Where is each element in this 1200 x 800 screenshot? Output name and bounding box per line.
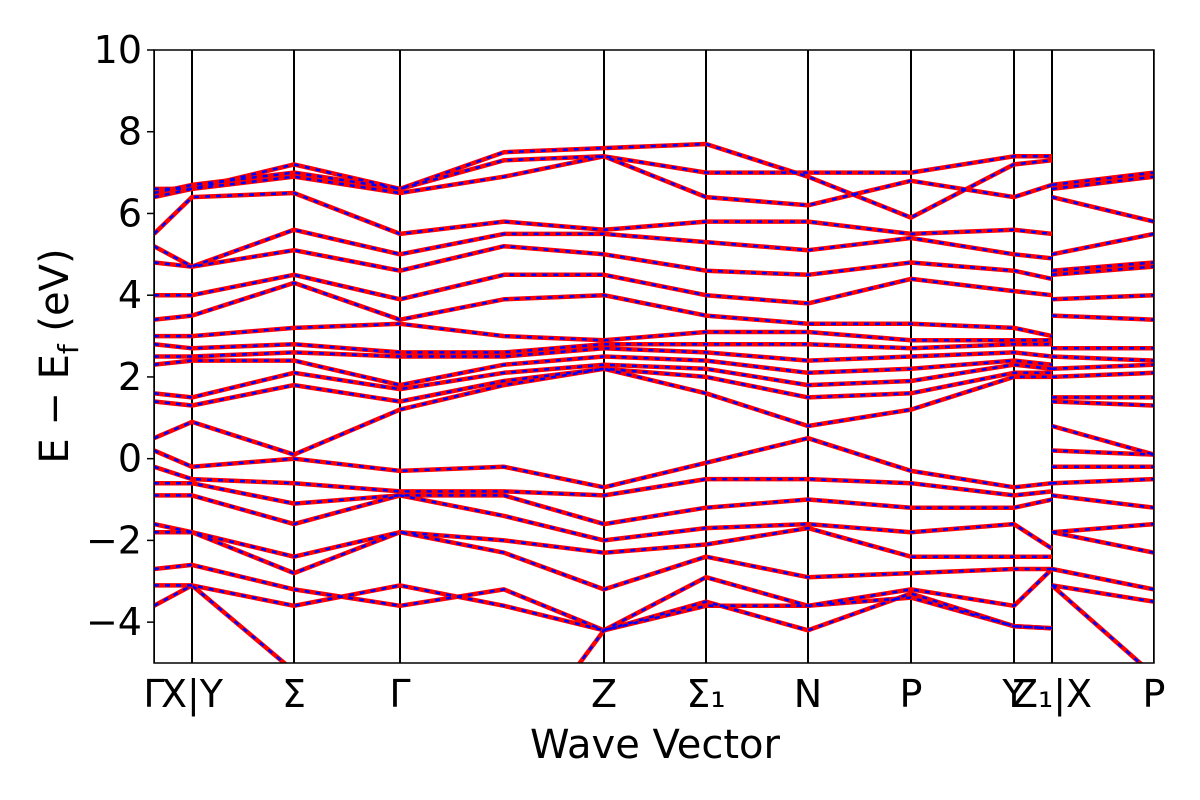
band-line-dashed xyxy=(154,465,1154,497)
band-line-dashed xyxy=(154,530,1154,591)
band-line xyxy=(154,529,1154,592)
x-tick-label: Σ xyxy=(282,672,306,716)
band-line xyxy=(154,154,1154,192)
y-tick-label: 0 xyxy=(118,437,142,481)
x-tick-label: P xyxy=(900,672,923,716)
x-tick-label: Z xyxy=(591,672,617,716)
band-line-dashed xyxy=(154,228,1154,272)
x-axis-label: Wave Vector xyxy=(530,722,781,768)
band-line-dashed xyxy=(154,142,1154,219)
y-tick-label: 10 xyxy=(94,28,142,72)
x-tick-label: P xyxy=(1143,672,1166,716)
x-tick-label: Σ₁ xyxy=(686,672,725,716)
band-line xyxy=(154,366,1154,457)
x-tick-label: N xyxy=(794,672,822,716)
y-tick-label: 6 xyxy=(118,191,142,235)
band-line-dashed xyxy=(154,355,1154,387)
band-line-dashed xyxy=(154,347,1154,371)
x-tick-label: Z₁|X xyxy=(1012,672,1092,717)
band-line-dashed xyxy=(154,342,1154,362)
band-line-dashed xyxy=(154,281,1154,338)
band-line-dashed xyxy=(154,584,1154,632)
plot-area xyxy=(154,50,1154,663)
y-tick-label: −2 xyxy=(86,518,142,562)
y-label-main: E − E xyxy=(32,354,78,464)
x-tick-label: Y xyxy=(1001,672,1026,716)
x-tick-label: X|Y xyxy=(161,672,224,717)
band-line-dashed xyxy=(154,191,1154,256)
band-line xyxy=(154,272,1154,306)
band-line xyxy=(154,243,1154,282)
band-line xyxy=(154,190,1154,257)
band-line xyxy=(154,362,1154,400)
y-tick-label: 2 xyxy=(118,355,142,399)
band-line xyxy=(154,464,1154,498)
y-tick-label: 8 xyxy=(118,110,142,154)
band-line-dashed xyxy=(154,522,1154,558)
band-line-dashed xyxy=(154,494,1154,550)
band-line-dashed xyxy=(154,563,1154,632)
band-line-dashed xyxy=(154,367,1154,456)
x-tick-label: Γ xyxy=(143,672,164,716)
band-line xyxy=(154,476,1154,527)
y-tick-label: 4 xyxy=(118,273,142,317)
y-tick-label: −4 xyxy=(86,600,142,644)
band-line xyxy=(154,435,1154,490)
axes-frame xyxy=(153,49,1155,664)
y-label-unit: (eV) xyxy=(32,248,78,344)
y-axis-label: E − Ef (eV) xyxy=(32,248,85,463)
band-line-dashed xyxy=(154,436,1154,489)
band-line xyxy=(154,366,1154,408)
band-line-dashed xyxy=(154,273,1154,305)
y-label-sub: f xyxy=(52,343,85,354)
band-line-dashed xyxy=(154,322,1154,350)
band-line xyxy=(154,521,1154,559)
x-tick-label: Γ xyxy=(389,672,410,716)
band-line xyxy=(154,141,1154,220)
